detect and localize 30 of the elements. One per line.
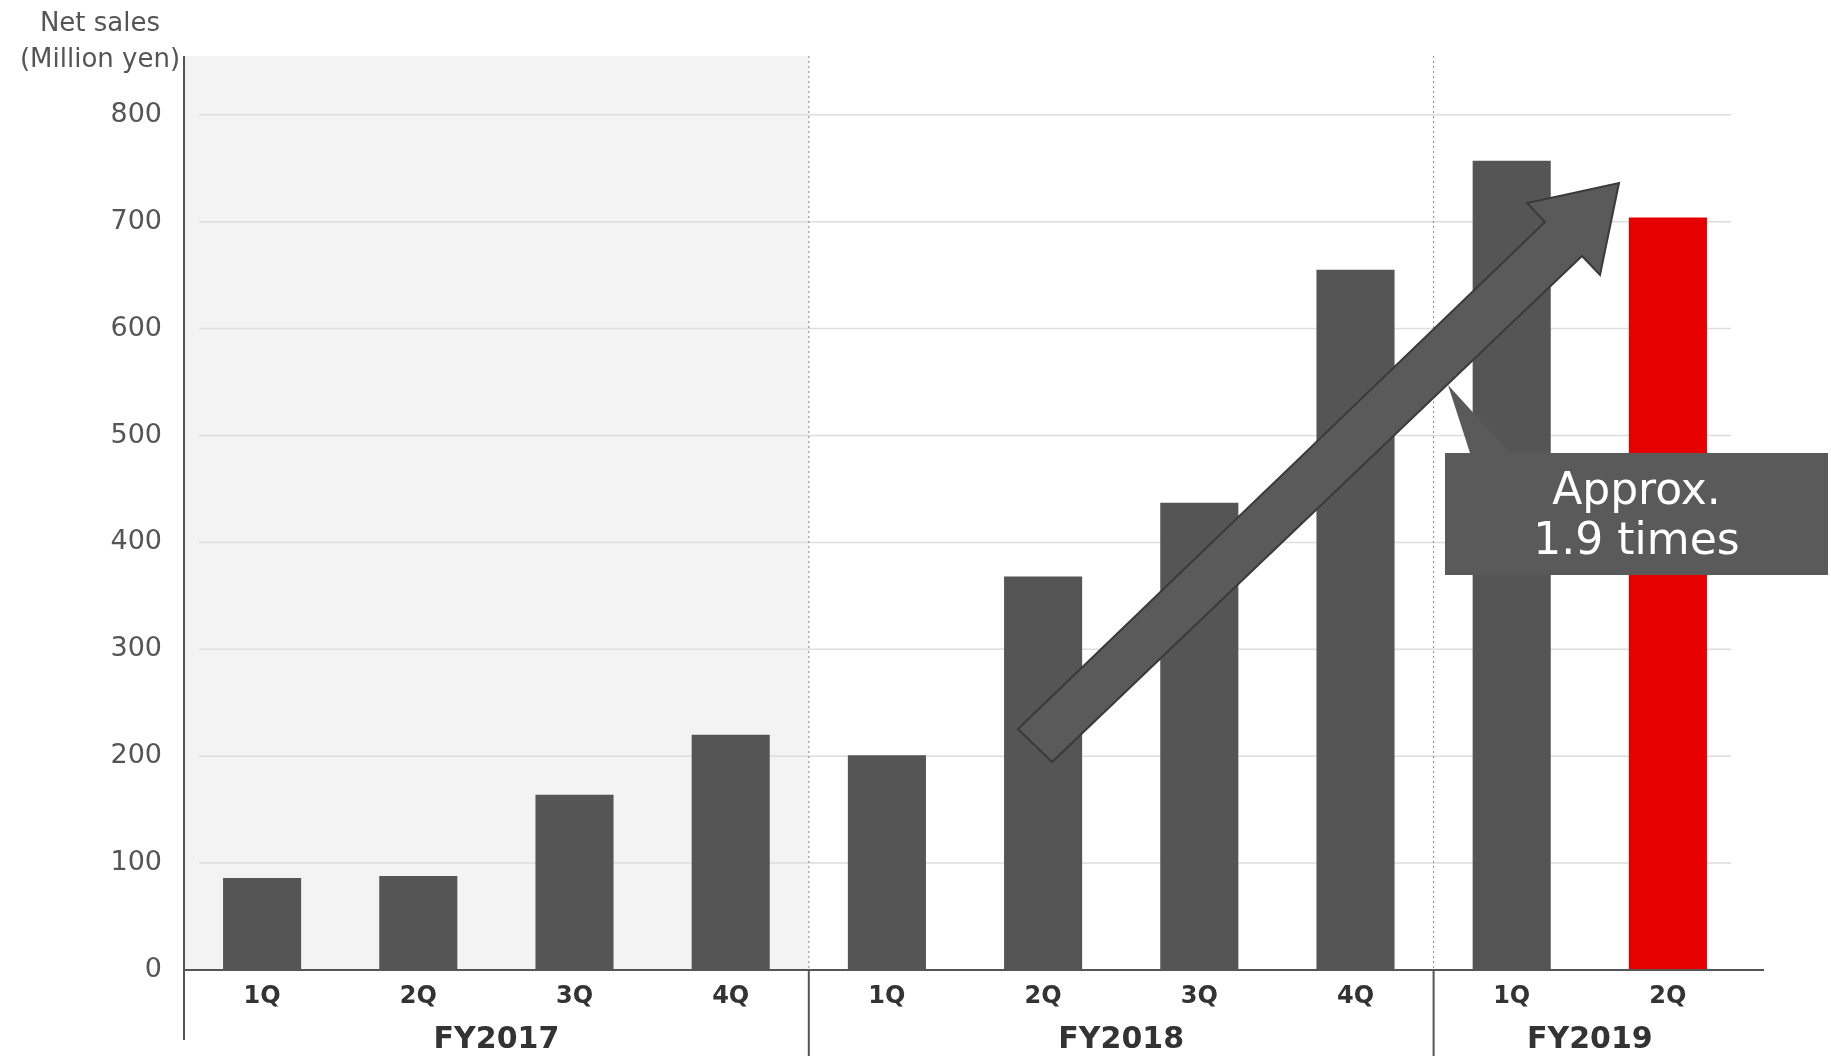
- y-tick-label: 500: [110, 417, 162, 449]
- x-tick-label: 2Q: [1024, 980, 1062, 1009]
- y-tick-label: 400: [110, 524, 162, 556]
- x-tick-label: 2Q: [399, 980, 437, 1009]
- text: FY2018: [1058, 1019, 1185, 1055]
- y-axis-title: Net sales (Million yen): [18, 6, 182, 75]
- annotation: Approx. 1.9 times: [1532, 462, 1741, 566]
- bar: [691, 734, 770, 970]
- y-tick-label: 800: [110, 96, 162, 128]
- bar: [1316, 269, 1395, 970]
- x-tick-label: 1Q: [1493, 980, 1531, 1009]
- x-tick-label: 3Q: [555, 980, 594, 1009]
- x-tick-label: 3Q: [1180, 980, 1218, 1009]
- y-tick-label: 600: [110, 310, 162, 342]
- x-tick-label: 2Q: [1649, 980, 1687, 1009]
- y-tick-label: 100: [110, 845, 162, 877]
- x-tick-label: 1Q: [243, 980, 281, 1009]
- x-tick-label: 1Q: [868, 980, 906, 1009]
- text: FY2019: [1526, 1019, 1653, 1055]
- y-tick-label: 0: [144, 952, 162, 984]
- bar: [535, 794, 614, 970]
- y-tick-label: 200: [110, 738, 162, 770]
- bar: [223, 878, 302, 970]
- text: FY2017: [433, 1019, 560, 1055]
- bar: [847, 755, 926, 970]
- y-tick-label: 700: [110, 203, 162, 235]
- x-tick-label: 4Q: [1336, 980, 1375, 1009]
- bar: [379, 875, 458, 970]
- y-tick-label: 300: [110, 631, 162, 663]
- x-tick-label: 4Q: [712, 980, 750, 1009]
